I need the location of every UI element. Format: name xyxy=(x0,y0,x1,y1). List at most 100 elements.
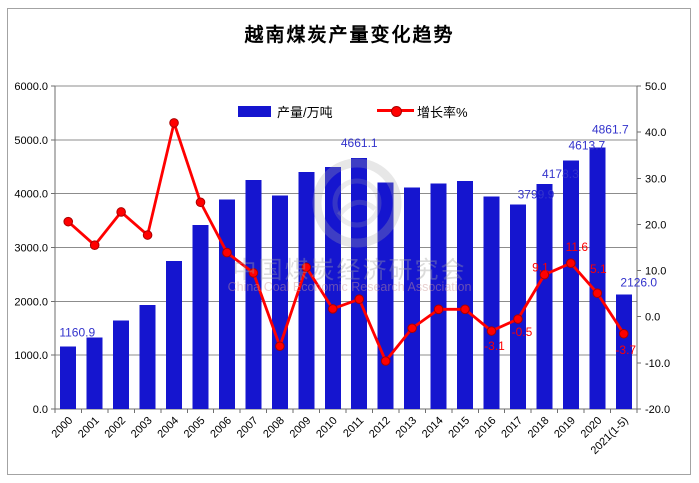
bar-2011 xyxy=(351,158,368,409)
growth-line xyxy=(67,121,625,363)
marker-2013 xyxy=(407,323,417,334)
bar-2008 xyxy=(271,195,288,409)
marker-2003 xyxy=(142,230,153,240)
y-axis-right-tick-label: 10.0 xyxy=(645,266,666,278)
bar-2009 xyxy=(298,172,315,409)
x-axis-label-2016: 2016 xyxy=(473,415,499,441)
bar-2019 xyxy=(562,160,579,409)
bar-2006 xyxy=(218,199,235,409)
x-axis-label-2013: 2013 xyxy=(393,415,419,441)
bar-2010 xyxy=(324,166,341,409)
y-axis-left-tick-label: 0.0 xyxy=(33,404,48,416)
line-label-2021(1-5): -3.7 xyxy=(615,343,636,357)
legend-line-marker-icon xyxy=(391,106,402,117)
marker-2006 xyxy=(222,247,232,258)
marker-2004 xyxy=(169,118,179,128)
bar-label-2019: 4613.7 xyxy=(569,139,606,153)
line-label-2016: -3.1 xyxy=(484,339,505,353)
line-label-2019: 11.6 xyxy=(566,240,589,254)
marker-2012 xyxy=(380,356,391,366)
chart-border xyxy=(7,8,691,475)
x-axis-label-2019: 2019 xyxy=(552,415,578,441)
line-label-2017: -0.5 xyxy=(512,325,533,339)
y-axis-right-tick-label: 0.0 xyxy=(645,312,660,324)
bar-2005 xyxy=(192,224,209,409)
y-axis-left-tick-label: 5000.0 xyxy=(14,135,48,147)
x-axis-label-2008: 2008 xyxy=(261,415,287,441)
marker-2009 xyxy=(301,262,312,273)
legend-line-label: 增长率% xyxy=(417,105,468,120)
bar-2004 xyxy=(166,261,183,409)
marker-2000 xyxy=(63,216,74,227)
x-axis-label-2003: 2003 xyxy=(129,415,155,441)
marker-2021(1-5) xyxy=(618,328,629,339)
legend-bar-label: 产量/万吨 xyxy=(277,105,333,120)
y-axis-left-tick-label: 1000.0 xyxy=(14,350,48,362)
marker-2011 xyxy=(354,294,365,304)
bar-2021(1-5) xyxy=(615,294,632,409)
x-axis-label-2010: 2010 xyxy=(314,415,340,441)
y-axis-right-tick-label: 30.0 xyxy=(645,173,666,185)
legend-bar-swatch-icon xyxy=(238,106,271,117)
marker-2017 xyxy=(513,314,523,324)
bar-2000 xyxy=(60,346,77,409)
y-axis-left-tick-label: 3000.0 xyxy=(14,243,48,255)
bar-2014 xyxy=(430,183,447,409)
marker-2005 xyxy=(195,197,206,208)
bar-label-2017: 3799.9 xyxy=(518,187,555,201)
bar-2018 xyxy=(536,184,553,409)
marker-2019 xyxy=(566,258,576,268)
legend-line-swatch-icon xyxy=(377,106,414,117)
y-axis-right-tick-label: 40.0 xyxy=(645,127,666,139)
x-axis-label-2014: 2014 xyxy=(420,415,446,441)
marker-2015 xyxy=(460,304,470,315)
bar-2016 xyxy=(483,196,500,409)
y-axis-right-tick-label: -10.0 xyxy=(645,358,670,370)
x-axis-label-2011: 2011 xyxy=(341,415,366,440)
marker-2008 xyxy=(275,341,285,352)
x-axis-label-2002: 2002 xyxy=(102,415,128,441)
y-axis-left-tick-label: 4000.0 xyxy=(14,189,48,201)
bar-2015 xyxy=(457,181,474,409)
y-axis-left-tick-label: 2000.0 xyxy=(14,296,48,308)
y-axis-right-tick-label: 20.0 xyxy=(645,219,666,231)
marker-2007 xyxy=(248,268,259,278)
x-axis-label-2007: 2007 xyxy=(235,415,261,441)
y-axis-right-tick-label: -20.0 xyxy=(645,404,670,416)
bar-2020 xyxy=(589,147,606,409)
x-axis-label-2006: 2006 xyxy=(208,415,234,441)
bar-2013 xyxy=(404,187,421,409)
line-label-2018: 9.1 xyxy=(532,261,549,275)
x-axis-label-2000: 2000 xyxy=(50,415,76,441)
marker-2016 xyxy=(486,326,497,336)
marker-2010 xyxy=(327,304,338,314)
x-axis-label-2018: 2018 xyxy=(526,415,552,441)
bar-2012 xyxy=(377,182,394,409)
bar-label-2021(1-5): 2126.0 xyxy=(620,276,657,290)
y-axis-right-tick-label: 50.0 xyxy=(645,81,666,93)
x-axis-label-2012: 2012 xyxy=(367,415,393,441)
marker-2020 xyxy=(592,288,603,298)
x-axis-label-2004: 2004 xyxy=(155,415,181,441)
x-axis-label-2009: 2009 xyxy=(288,415,314,441)
x-axis-label-2001: 2001 xyxy=(76,415,102,441)
chart-title: 越南煤炭产量变化趋势 xyxy=(244,25,455,46)
x-axis-label-2017: 2017 xyxy=(499,415,525,441)
line-label-2020: 5.1 xyxy=(590,262,607,276)
bar-label-2018: 4178.3 xyxy=(542,167,579,181)
bar-2003 xyxy=(139,305,156,409)
marker-2001 xyxy=(89,240,100,250)
bar-label-2000: 1160.9 xyxy=(59,326,95,340)
bar-label-2011: 4661.1 xyxy=(341,136,378,150)
y-axis-left-tick-label: 6000.0 xyxy=(14,81,48,93)
x-axis-label-2015: 2015 xyxy=(446,415,472,441)
bar-2007 xyxy=(245,180,262,409)
bar-label-2020: 4861.7 xyxy=(592,122,629,136)
x-axis-label-2005: 2005 xyxy=(182,415,208,441)
marker-2002 xyxy=(116,207,126,217)
bar-2002 xyxy=(113,320,130,409)
marker-2018 xyxy=(539,269,550,280)
bar-2001 xyxy=(86,337,103,409)
